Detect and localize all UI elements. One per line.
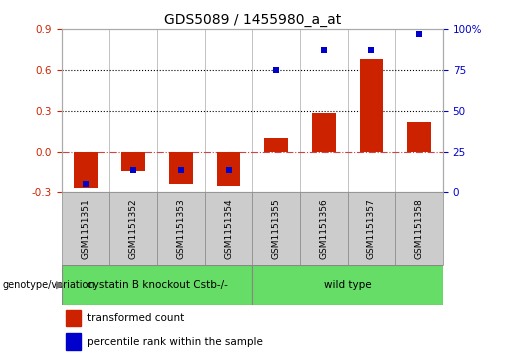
Bar	[300, 192, 348, 265]
Bar	[217, 152, 241, 185]
Text: ▶: ▶	[56, 280, 64, 290]
Bar	[62, 265, 252, 305]
Text: GSM1151354: GSM1151354	[224, 198, 233, 259]
Text: GSM1151358: GSM1151358	[415, 198, 423, 259]
Text: genotype/variation: genotype/variation	[3, 280, 95, 290]
Bar	[62, 192, 109, 265]
Bar	[65, 333, 81, 350]
Text: GSM1151357: GSM1151357	[367, 198, 376, 259]
Bar	[157, 192, 204, 265]
Bar	[348, 192, 395, 265]
Bar	[359, 59, 383, 152]
Bar	[122, 152, 145, 171]
Text: GSM1151352: GSM1151352	[129, 198, 138, 259]
Text: transformed count: transformed count	[87, 313, 184, 323]
Bar	[74, 152, 97, 188]
Title: GDS5089 / 1455980_a_at: GDS5089 / 1455980_a_at	[164, 13, 341, 26]
Bar	[204, 192, 252, 265]
Bar	[252, 265, 443, 305]
Bar	[65, 310, 81, 326]
Bar	[395, 192, 443, 265]
Text: GSM1151356: GSM1151356	[319, 198, 328, 259]
Bar	[109, 192, 157, 265]
Bar	[312, 113, 336, 152]
Text: cystatin B knockout Cstb-/-: cystatin B knockout Cstb-/-	[87, 280, 228, 290]
Text: wild type: wild type	[324, 280, 371, 290]
Text: GSM1151351: GSM1151351	[81, 198, 90, 259]
Bar	[264, 138, 288, 152]
Text: percentile rank within the sample: percentile rank within the sample	[87, 337, 263, 347]
Text: GSM1151355: GSM1151355	[272, 198, 281, 259]
Text: GSM1151353: GSM1151353	[177, 198, 185, 259]
Bar	[252, 192, 300, 265]
Bar	[407, 122, 431, 152]
Bar	[169, 152, 193, 184]
